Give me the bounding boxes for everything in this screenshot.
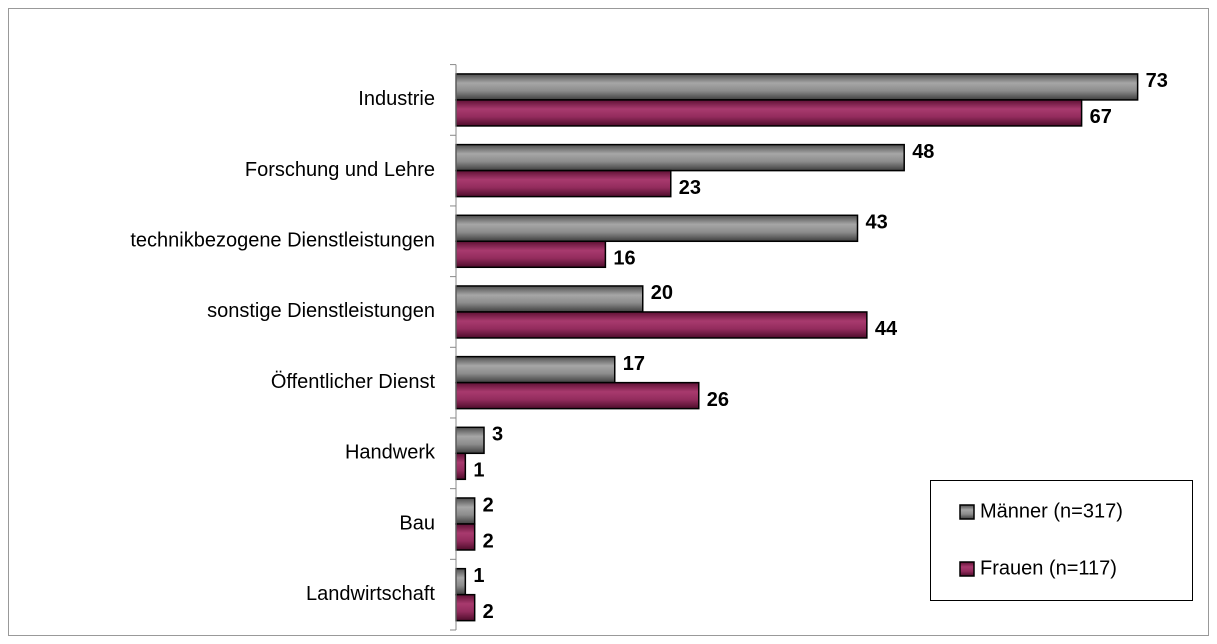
bar	[455, 240, 607, 269]
legend-swatch	[959, 504, 975, 520]
data-label: 2	[483, 530, 494, 552]
y-tick-label: Bau	[399, 512, 435, 534]
legend-label: Männer (n=317)	[980, 500, 1123, 522]
y-tick-label: Industrie	[358, 88, 435, 110]
bar	[455, 311, 868, 339]
bar	[455, 99, 1083, 127]
data-label: 17	[623, 353, 645, 375]
bar	[455, 426, 485, 455]
bar	[455, 285, 644, 313]
data-label: 23	[679, 177, 701, 199]
bar	[455, 381, 700, 410]
legend-swatch	[959, 561, 975, 577]
data-label: 16	[613, 248, 635, 270]
bar	[455, 214, 859, 243]
data-label: 48	[912, 141, 934, 163]
data-label: 1	[473, 565, 484, 587]
data-label: 2	[483, 601, 494, 623]
data-label: 73	[1146, 70, 1168, 92]
data-label: 43	[866, 212, 888, 234]
data-label: 26	[707, 389, 729, 411]
y-tick-label: Forschung und Lehre	[245, 159, 435, 181]
data-label: 44	[875, 318, 898, 340]
bar	[455, 497, 476, 525]
data-label: 1	[473, 460, 484, 482]
bar	[455, 452, 467, 481]
y-tick-label: Handwerk	[345, 442, 436, 464]
legend-label: Frauen (n=117)	[980, 557, 1117, 579]
data-label: 2	[483, 494, 494, 516]
y-tick-label: technikbezogene Dienstleistungen	[130, 230, 435, 252]
bar	[455, 169, 672, 198]
bar	[455, 73, 1139, 101]
bar	[455, 567, 467, 596]
y-tick-label: Landwirtschaft	[306, 583, 435, 605]
bar	[455, 523, 476, 551]
data-label: 3	[492, 424, 503, 446]
bar	[455, 593, 476, 622]
bar	[455, 143, 905, 172]
y-tick-label: sonstige Dienstleistungen	[207, 300, 435, 322]
legend-box	[930, 480, 1193, 601]
bar	[455, 355, 616, 384]
data-label: 20	[651, 282, 673, 304]
data-label: 67	[1090, 106, 1112, 128]
y-tick-label: Öffentlicher Dienst	[271, 371, 436, 393]
